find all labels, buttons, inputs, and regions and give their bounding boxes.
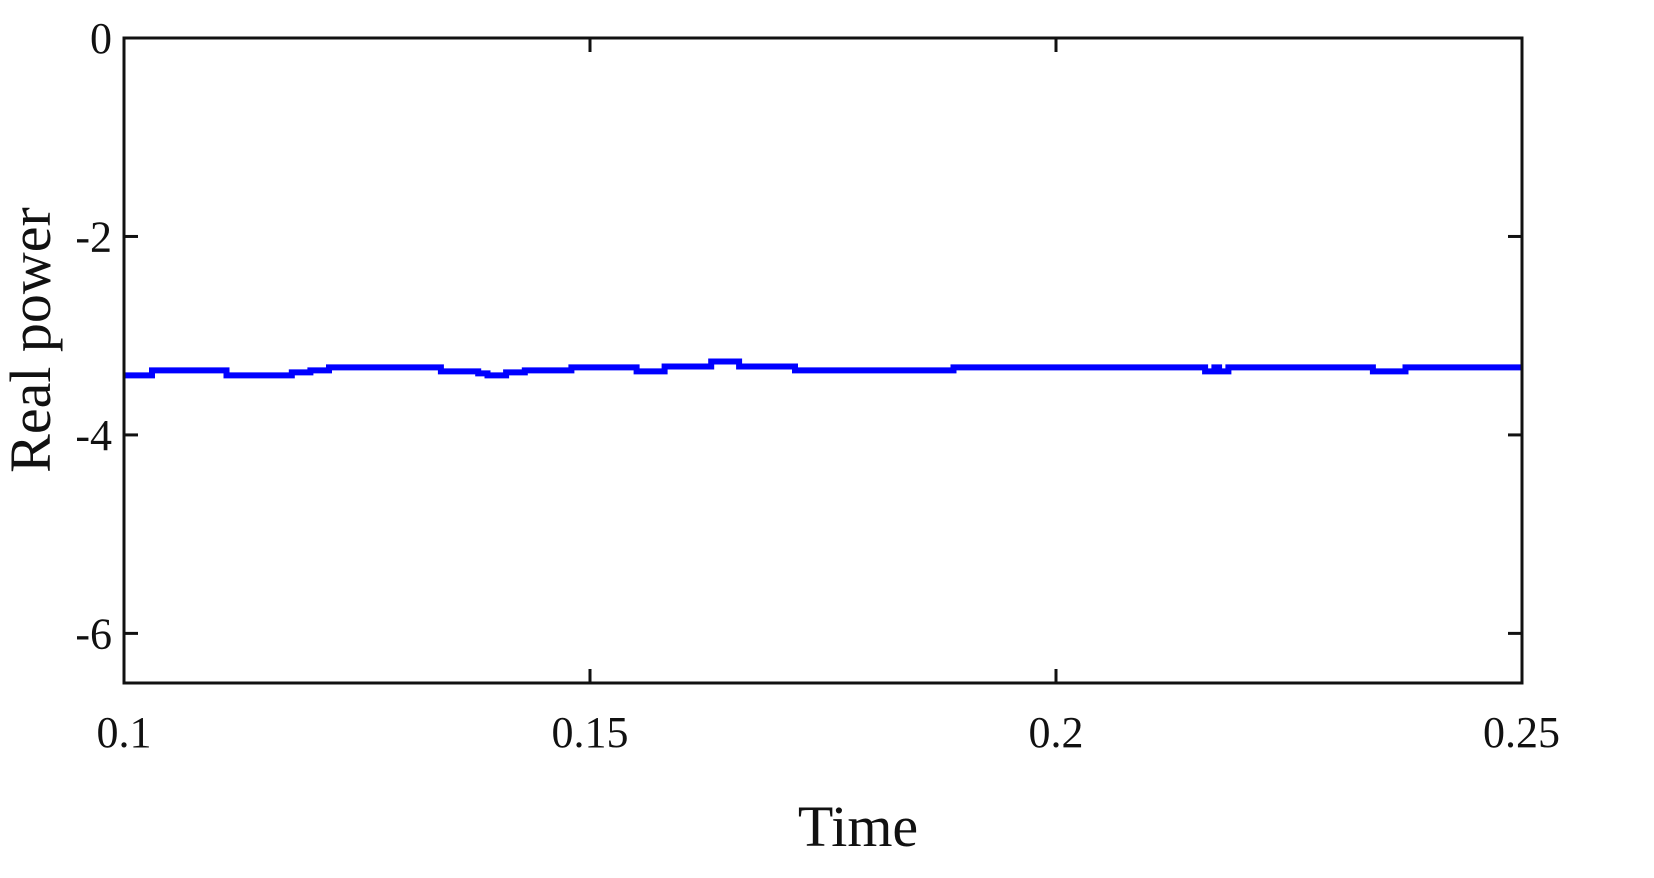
tick-labels: 0.1 0.15 0.2 0.25 0 -2 -4 -6 [75,14,1560,757]
x-tick-label: 0.25 [1483,708,1560,757]
x-tick-label: 0.15 [552,708,629,757]
tick-marks [122,36,1524,683]
y-tick-label: -4 [75,411,112,460]
series-line-0 [124,358,1522,379]
plot-area [122,36,1524,685]
x-tick-label: 0.1 [97,708,152,757]
y-tick-label: -6 [75,609,112,658]
x-tick-label: 0.2 [1029,708,1084,757]
y-tick-label: -2 [75,212,112,261]
x-axis-label: Time [798,794,918,859]
y-axis-label: Real power [0,207,63,473]
y-tick-label: 0 [90,14,112,63]
axes-frame [122,36,1524,685]
